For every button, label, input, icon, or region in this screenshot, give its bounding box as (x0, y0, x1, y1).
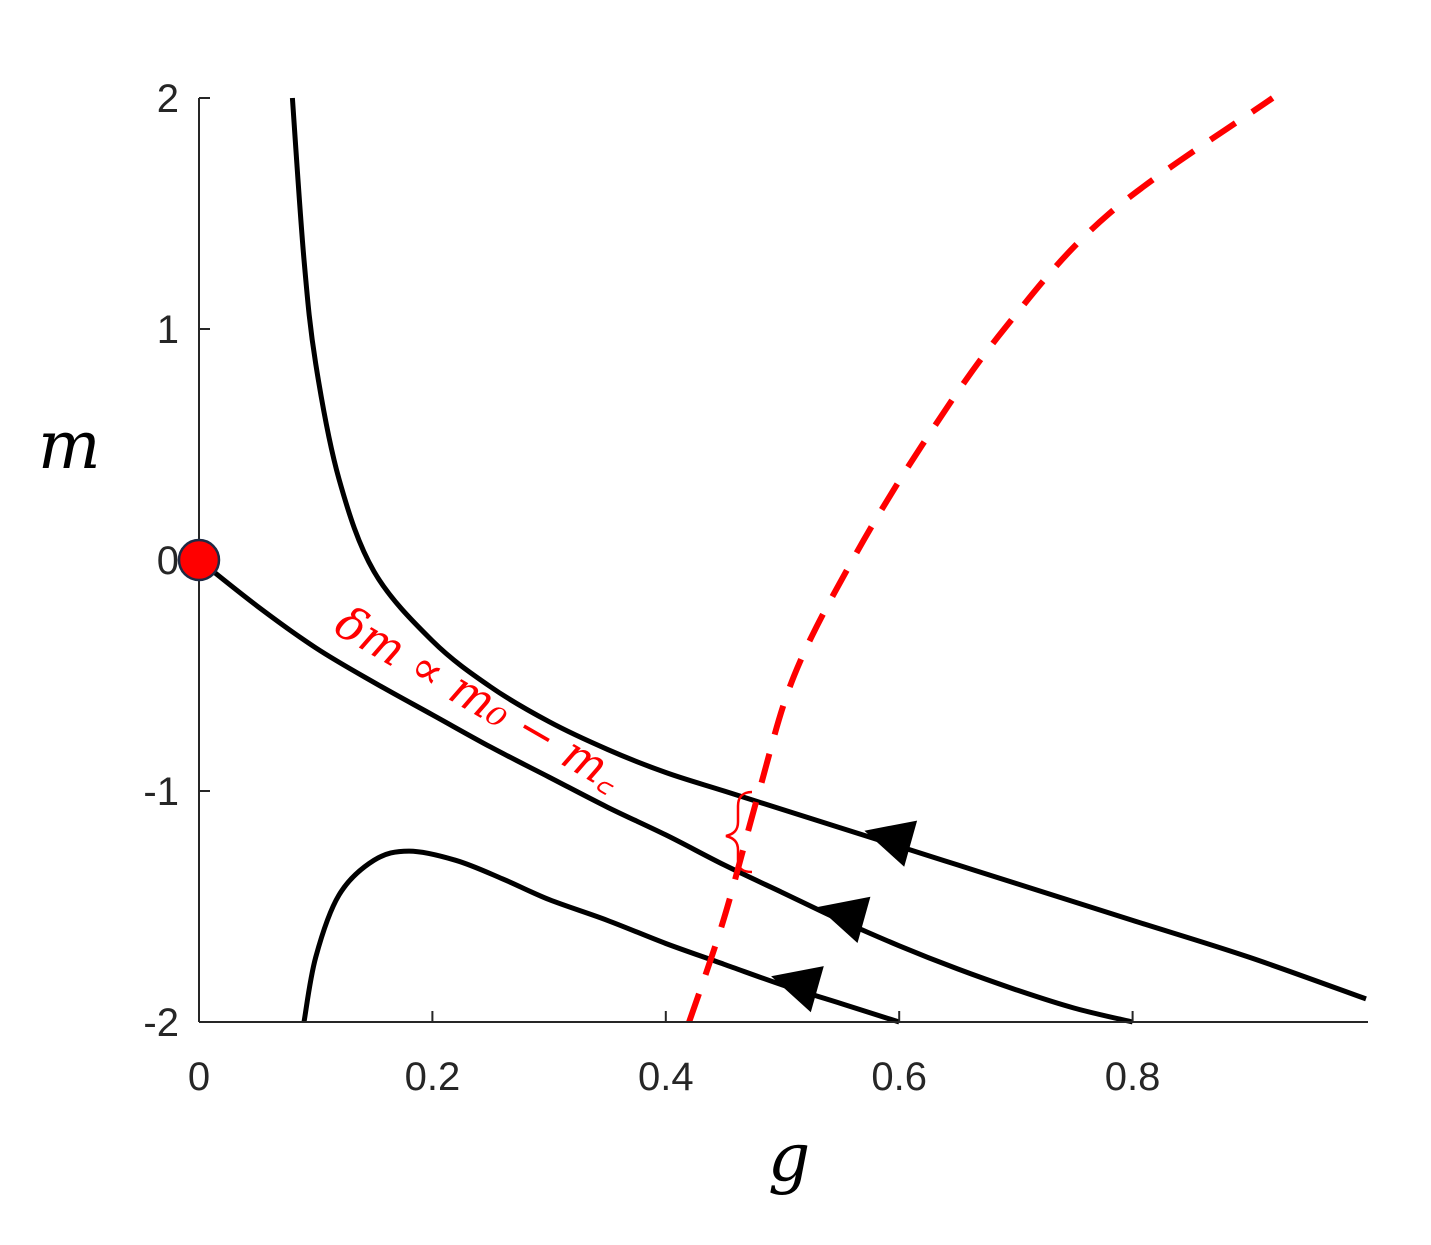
critical-line-dashed (686, 95, 1275, 1023)
x-tick-label: 0.6 (871, 1055, 927, 1099)
annotation-text: δm ∝ m₀ − m꜀ (327, 595, 632, 802)
x-tick-label: 0 (188, 1055, 210, 1099)
flow-curve (301, 848, 900, 1025)
y-tick-label: 1 (157, 308, 179, 352)
annotation-group: δm ∝ m₀ − m꜀ (327, 595, 753, 874)
y-tick-label: -2 (143, 1001, 179, 1045)
y-tick-label: 0 (157, 539, 179, 583)
flow-arrow (864, 820, 918, 867)
markers-layer (177, 538, 918, 1013)
flow-curve (289, 97, 1367, 1002)
x-axis-label: g (768, 1119, 810, 1196)
flow-curve (197, 558, 1134, 1025)
fixed-point-marker (177, 538, 221, 582)
x-tick-label: 0.4 (638, 1055, 694, 1099)
annotation-brace (725, 790, 753, 874)
x-tick-label: 0.2 (405, 1055, 461, 1099)
y-tick-label: -1 (143, 770, 179, 814)
x-tick-label: 0.8 (1105, 1055, 1161, 1099)
curves-layer (197, 95, 1367, 1025)
flow-arrow (817, 896, 871, 943)
y-tick-label: 2 (157, 77, 179, 121)
axes-layer: 210-1-20 0.2 0.4 0.6 0.8 (143, 77, 1368, 1099)
y-axis-label: m (38, 407, 101, 484)
flow-arrow (771, 966, 824, 1013)
